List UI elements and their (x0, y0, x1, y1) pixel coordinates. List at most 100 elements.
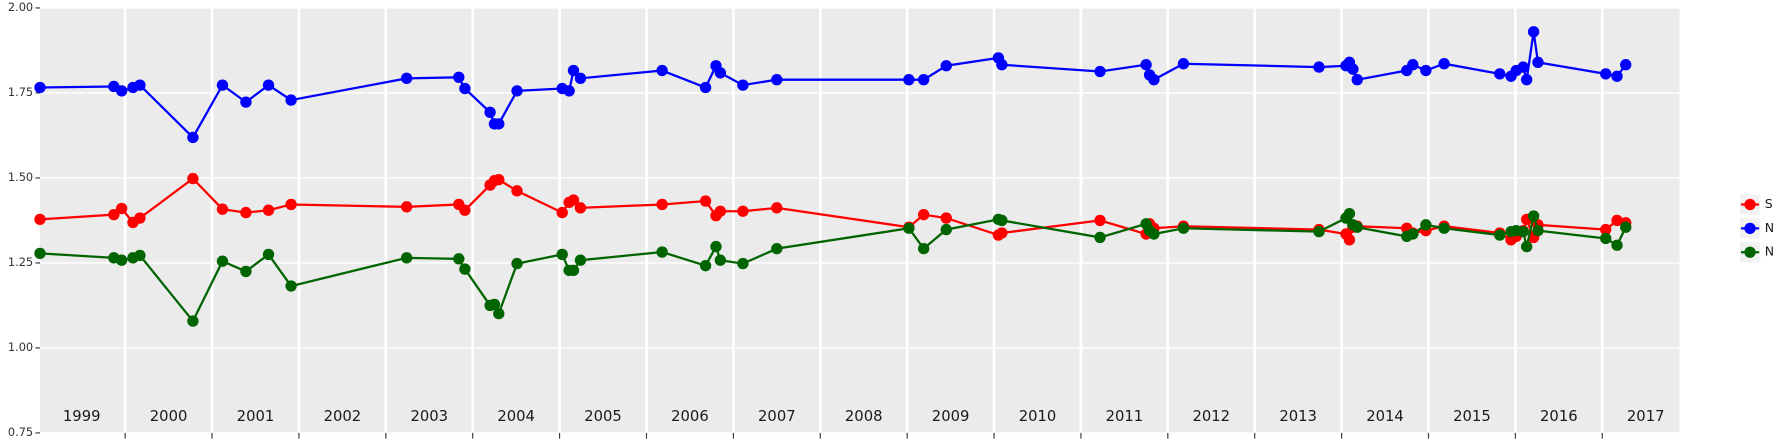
year-label: 2011 (1106, 408, 1144, 425)
data-point (656, 246, 668, 258)
data-point (1600, 232, 1612, 245)
data-point (1517, 225, 1529, 238)
data-point (493, 307, 505, 320)
data-point (216, 255, 229, 267)
year-label: 2006 (671, 408, 709, 425)
data-point (737, 79, 749, 91)
year-label: 2002 (324, 408, 362, 425)
data-point (134, 79, 146, 91)
data-point (1494, 229, 1506, 241)
y-tick-label: 1.50 (8, 170, 33, 184)
data-point (917, 208, 930, 221)
data-point (459, 82, 471, 95)
data-point (1600, 68, 1612, 80)
data-point (1177, 58, 1190, 70)
legend-item: NDVI (1739, 218, 1773, 239)
data-point (34, 247, 46, 260)
data-point (714, 67, 727, 79)
data-point (134, 249, 146, 262)
data-point (656, 198, 668, 211)
data-point (108, 208, 120, 221)
data-point (1313, 61, 1325, 73)
data-point (1420, 219, 1432, 231)
y-tick-label: 1.75 (8, 85, 33, 99)
data-point (400, 72, 413, 85)
data-point (1407, 59, 1419, 71)
data-point (1094, 214, 1106, 227)
data-point (917, 242, 930, 255)
legend-item: SWIR (1739, 194, 1773, 215)
data-point (115, 254, 128, 266)
data-point (1140, 59, 1152, 71)
series-line (39, 211, 1627, 324)
legend-dot (1744, 246, 1756, 258)
data-point (1343, 234, 1356, 246)
data-point (940, 212, 952, 224)
data-point (567, 194, 580, 206)
data-point (285, 94, 297, 106)
data-point (187, 131, 199, 144)
data-point (737, 257, 749, 270)
data-point (34, 213, 46, 226)
data-point (493, 118, 505, 130)
data-point (134, 212, 146, 224)
year-label: 2009 (932, 408, 970, 425)
data-point (656, 64, 668, 77)
year-label: 2016 (1540, 408, 1578, 425)
data-point (563, 85, 575, 97)
data-point (917, 74, 930, 86)
data-point (1532, 56, 1544, 69)
data-point (1420, 64, 1432, 77)
data-point (511, 257, 523, 270)
data-point (459, 204, 471, 216)
data-point (1094, 231, 1106, 244)
legend-dot (1744, 222, 1756, 235)
year-label: 2001 (237, 408, 275, 425)
year-label: 2017 (1627, 408, 1665, 425)
data-point (1351, 221, 1363, 233)
year-label: 2004 (497, 408, 535, 425)
year-label: 1999 (63, 408, 101, 425)
data-point (453, 253, 465, 265)
data-point (1313, 225, 1325, 238)
data-point (240, 265, 252, 278)
data-point (1532, 224, 1544, 237)
data-point (903, 222, 915, 234)
data-point (1148, 74, 1160, 86)
data-point (216, 203, 229, 215)
data-point (1177, 222, 1190, 234)
legend-label: NDVI (1765, 220, 1773, 235)
legend-dot (1744, 198, 1756, 211)
data-point (1520, 74, 1533, 86)
data-point (1351, 74, 1363, 86)
data-point (484, 106, 496, 119)
data-point (737, 205, 749, 217)
data-point (699, 195, 712, 207)
year-label: 2014 (1366, 408, 1404, 425)
year-label: 2005 (584, 408, 622, 425)
data-point (1520, 240, 1533, 253)
data-point (996, 214, 1008, 227)
data-point (187, 172, 199, 185)
data-point (1620, 59, 1632, 71)
data-point (262, 204, 275, 216)
data-point (1438, 222, 1450, 234)
data-point (996, 227, 1008, 239)
data-point (262, 79, 275, 91)
data-point (488, 298, 501, 311)
data-point (903, 74, 915, 86)
data-point (710, 240, 722, 253)
data-point (567, 64, 580, 77)
data-point (1438, 58, 1450, 70)
data-point (1517, 61, 1529, 73)
data-point (714, 205, 727, 217)
y-tick-label: 2.00 (8, 0, 33, 14)
data-point (1343, 207, 1356, 220)
data-point (567, 264, 580, 277)
series-line (39, 177, 1627, 243)
data-point (285, 280, 297, 292)
data-point (453, 71, 465, 83)
data-point (115, 85, 128, 97)
data-point (400, 201, 413, 213)
